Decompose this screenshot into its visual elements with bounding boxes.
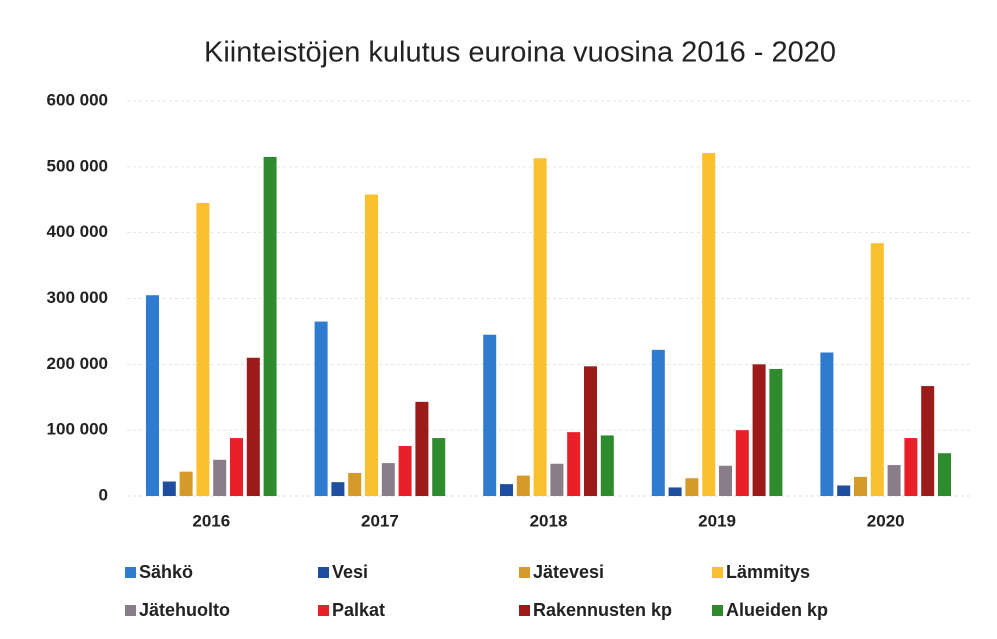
legend-swatch	[125, 567, 136, 578]
y-tick-label: 100 000	[47, 420, 108, 439]
bar	[331, 482, 345, 496]
y-tick-label: 500 000	[47, 156, 108, 175]
legend-label: Palkat	[332, 600, 385, 620]
bar	[668, 487, 682, 496]
bar	[600, 435, 614, 496]
bar	[516, 475, 530, 496]
bar	[246, 357, 260, 496]
bar	[904, 438, 918, 496]
legend-label: Rakennusten kp	[533, 600, 672, 620]
bar	[550, 463, 564, 496]
bar	[854, 476, 867, 496]
bar	[263, 156, 277, 497]
bar	[719, 465, 732, 496]
bar	[837, 485, 851, 496]
bar	[702, 153, 716, 496]
bar	[567, 432, 581, 496]
legend-label: Lämmitys	[726, 562, 810, 582]
bar	[752, 364, 766, 496]
bar	[921, 386, 935, 496]
x-tick-label: 2020	[867, 511, 905, 530]
legend-swatch	[519, 567, 530, 578]
bar	[196, 203, 210, 496]
bar	[365, 194, 378, 496]
bar	[398, 445, 412, 496]
x-tick-label: 2017	[361, 511, 399, 530]
bar	[820, 352, 834, 496]
bar	[887, 465, 901, 496]
legend-label: Sähkö	[139, 562, 193, 582]
y-tick-label: 200 000	[47, 354, 108, 373]
bar	[348, 472, 362, 496]
bar	[938, 453, 951, 496]
x-tick-label: 2019	[698, 511, 736, 530]
legend-swatch	[125, 605, 136, 616]
x-tick-label: 2016	[192, 511, 230, 530]
bar	[162, 481, 176, 496]
bar	[735, 430, 749, 496]
legend-label: Jätevesi	[533, 562, 604, 582]
bar	[500, 484, 513, 496]
y-tick-label: 300 000	[47, 288, 108, 307]
bar	[651, 349, 665, 496]
bar	[381, 463, 395, 496]
legend-swatch	[519, 605, 530, 616]
legend-swatch	[712, 605, 723, 616]
bar	[870, 243, 884, 496]
legend-label: Alueiden kp	[726, 600, 828, 620]
chart-title: Kiinteistöjen kulutus euroina vuosina 20…	[204, 37, 836, 69]
y-tick-label: 600 000	[47, 90, 108, 109]
bar	[415, 401, 429, 496]
legend-swatch	[712, 567, 723, 578]
legend-label: Jätehuolto	[139, 600, 230, 620]
bar	[432, 438, 446, 496]
bar	[483, 334, 497, 496]
bar	[685, 478, 699, 496]
bar	[146, 295, 159, 496]
bar	[213, 459, 227, 496]
bar	[769, 368, 783, 496]
bar	[584, 366, 597, 496]
legend-swatch	[318, 567, 329, 578]
y-tick-label: 0	[99, 485, 108, 504]
bar	[230, 438, 243, 496]
legend-swatch	[318, 605, 329, 616]
y-tick-label: 400 000	[47, 222, 108, 241]
bar	[179, 471, 193, 496]
x-tick-label: 2018	[530, 511, 568, 530]
legend-label: Vesi	[332, 562, 368, 582]
bar	[314, 321, 328, 496]
bar	[533, 158, 547, 496]
